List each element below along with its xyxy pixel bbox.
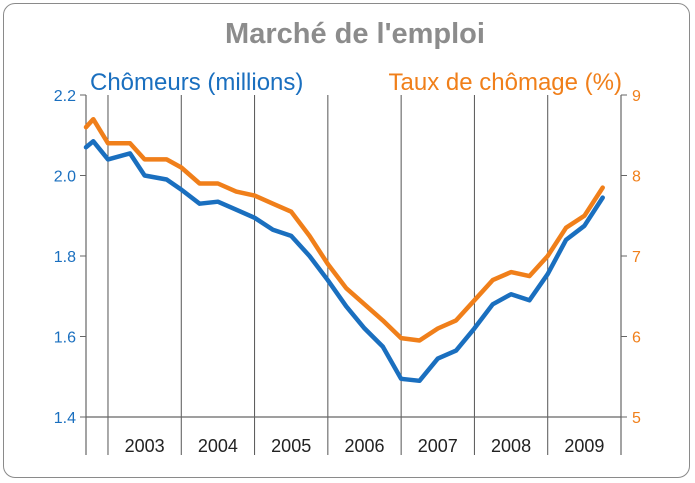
right-tick-label: 9 bbox=[632, 88, 641, 105]
right-tick-label: 5 bbox=[632, 410, 641, 427]
chart-title: Marché de l'emploi bbox=[225, 18, 485, 50]
x-tick-label: 2004 bbox=[198, 436, 238, 456]
left-tick-label: 1.4 bbox=[54, 410, 76, 427]
x-tick-label: 2009 bbox=[564, 436, 604, 456]
left-axis-label: Chômeurs (millions) bbox=[90, 69, 303, 96]
series-line-taux-chomage bbox=[83, 116, 605, 343]
x-tick-label: 2003 bbox=[125, 436, 165, 456]
right-axis-label: Taux de chômage (%) bbox=[389, 69, 622, 96]
left-tick-label: 1.8 bbox=[54, 249, 76, 266]
x-tick-label: 2008 bbox=[491, 436, 531, 456]
x-tick-label: 2007 bbox=[418, 436, 458, 456]
chart-frame bbox=[3, 3, 690, 478]
right-tick-label: 7 bbox=[632, 249, 641, 266]
left-tick-label: 1.6 bbox=[54, 330, 76, 347]
series-line-chomeurs bbox=[83, 139, 605, 384]
left-tick-label: 2.0 bbox=[54, 169, 76, 186]
left-tick-label: 2.2 bbox=[54, 88, 76, 105]
right-tick-label: 8 bbox=[632, 169, 641, 186]
x-tick-label: 2005 bbox=[271, 436, 311, 456]
x-tick-label: 2006 bbox=[344, 436, 384, 456]
right-tick-label: 6 bbox=[632, 330, 641, 347]
